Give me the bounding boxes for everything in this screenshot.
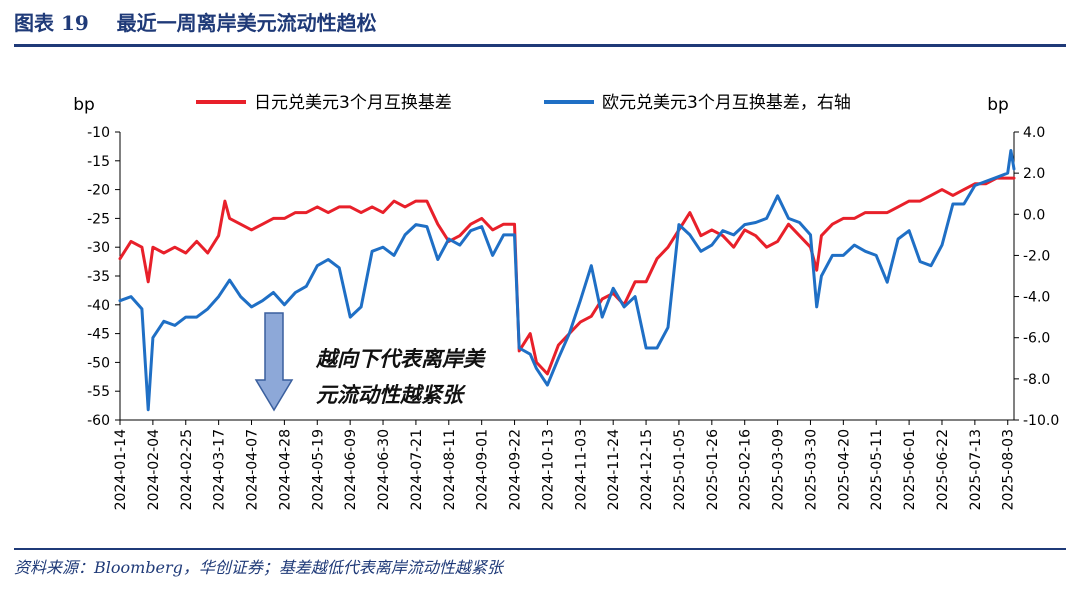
x-tick-label: 2025-07-13 xyxy=(968,429,984,510)
left-tick-label: -25 xyxy=(87,211,110,227)
x-tick-label: 2025-06-22 xyxy=(935,429,951,510)
right-tick-label: -4.0 xyxy=(1023,290,1050,306)
right-tick-label: -10.0 xyxy=(1023,413,1059,429)
x-tick-label: 2024-06-30 xyxy=(376,429,392,510)
x-tick-label: 2024-07-21 xyxy=(409,429,425,510)
x-tick-label: 2024-08-11 xyxy=(442,429,458,510)
x-tick-label: 2025-03-30 xyxy=(804,429,820,510)
left-axis-unit: bp xyxy=(73,95,95,115)
right-axis-unit: bp xyxy=(987,95,1009,115)
right-tick-label: -2.0 xyxy=(1023,248,1050,264)
series-line-eur-basis xyxy=(118,149,1016,412)
x-tick-label: 2024-11-24 xyxy=(606,429,622,510)
x-tick-label: 2024-11-03 xyxy=(573,429,589,510)
x-tick-label: 2024-12-15 xyxy=(639,429,655,510)
x-tick-label: 2025-03-09 xyxy=(771,429,787,510)
legend-label: 欧元兑美元3个月互换基差，右轴 xyxy=(602,93,851,113)
x-tick-label: 2025-04-20 xyxy=(836,429,852,510)
legend-label: 日元兑美元3个月互换基差 xyxy=(254,93,452,113)
annotation-text: 越向下代表离岸美 xyxy=(315,347,487,371)
x-tick-label: 2025-02-16 xyxy=(738,429,754,510)
title-rule xyxy=(14,44,1066,47)
right-tick-label: -8.0 xyxy=(1023,372,1050,388)
left-tick-label: -35 xyxy=(87,269,110,285)
right-tick-label: 4.0 xyxy=(1023,125,1045,141)
figure-header: 图表 19 最近一周离岸美元流动性趋松 xyxy=(14,6,1066,40)
x-tick-label: 2024-10-13 xyxy=(540,429,556,510)
x-tick-label: 2024-01-14 xyxy=(113,429,129,510)
x-tick-label: 2025-06-01 xyxy=(902,429,918,510)
x-tick-label: 2024-02-25 xyxy=(179,429,195,510)
x-tick-label: 2024-04-07 xyxy=(245,429,261,510)
source-rule xyxy=(14,548,1066,550)
left-tick-label: -60 xyxy=(87,413,110,429)
left-tick-label: -50 xyxy=(87,355,110,371)
down-arrow-icon xyxy=(254,312,294,412)
x-tick-label: 2025-08-03 xyxy=(1001,429,1017,510)
left-tick-label: -10 xyxy=(87,125,110,141)
left-tick-label: -55 xyxy=(87,384,110,400)
chart-area: bp -10 -15 -20 -25 -30 -35 -40 -45 -50 -55 -60 bp 4.… xyxy=(73,93,1059,510)
x-tick-label: 2025-01-26 xyxy=(705,429,721,510)
x-tick-label: 2024-06-09 xyxy=(343,429,359,510)
x-tick-label: 2025-05-11 xyxy=(869,429,885,510)
left-tick-label: -15 xyxy=(87,154,110,170)
x-tick-label: 2024-09-01 xyxy=(475,429,491,510)
x-tick-label: 2024-05-19 xyxy=(310,429,326,510)
x-tick-label: 2024-02-04 xyxy=(146,429,162,510)
right-tick-label: -6.0 xyxy=(1023,331,1050,347)
figure-title: 图表 19 最近一周离岸美元流动性趋松 xyxy=(14,11,377,35)
left-tick-label: -30 xyxy=(87,240,110,256)
source-note: 资料来源：Bloomberg，华创证券；基差越低代表离岸流动性越紧张 xyxy=(14,558,503,577)
left-tick-label: -45 xyxy=(87,327,110,343)
right-tick-label: 0.0 xyxy=(1023,207,1045,223)
series-line-jpy-basis xyxy=(118,176,1016,376)
left-tick-label: -40 xyxy=(87,298,110,314)
x-tick-label: 2025-01-05 xyxy=(672,429,688,510)
right-tick-label: 2.0 xyxy=(1023,166,1045,182)
left-tick-label: -20 xyxy=(87,183,110,199)
annotation-text: 元流动性越紧张 xyxy=(316,383,467,407)
x-tick-label: 2024-03-17 xyxy=(212,429,228,510)
x-tick-label: 2024-09-22 xyxy=(508,429,524,510)
x-tick-label: 2024-04-28 xyxy=(277,429,293,510)
